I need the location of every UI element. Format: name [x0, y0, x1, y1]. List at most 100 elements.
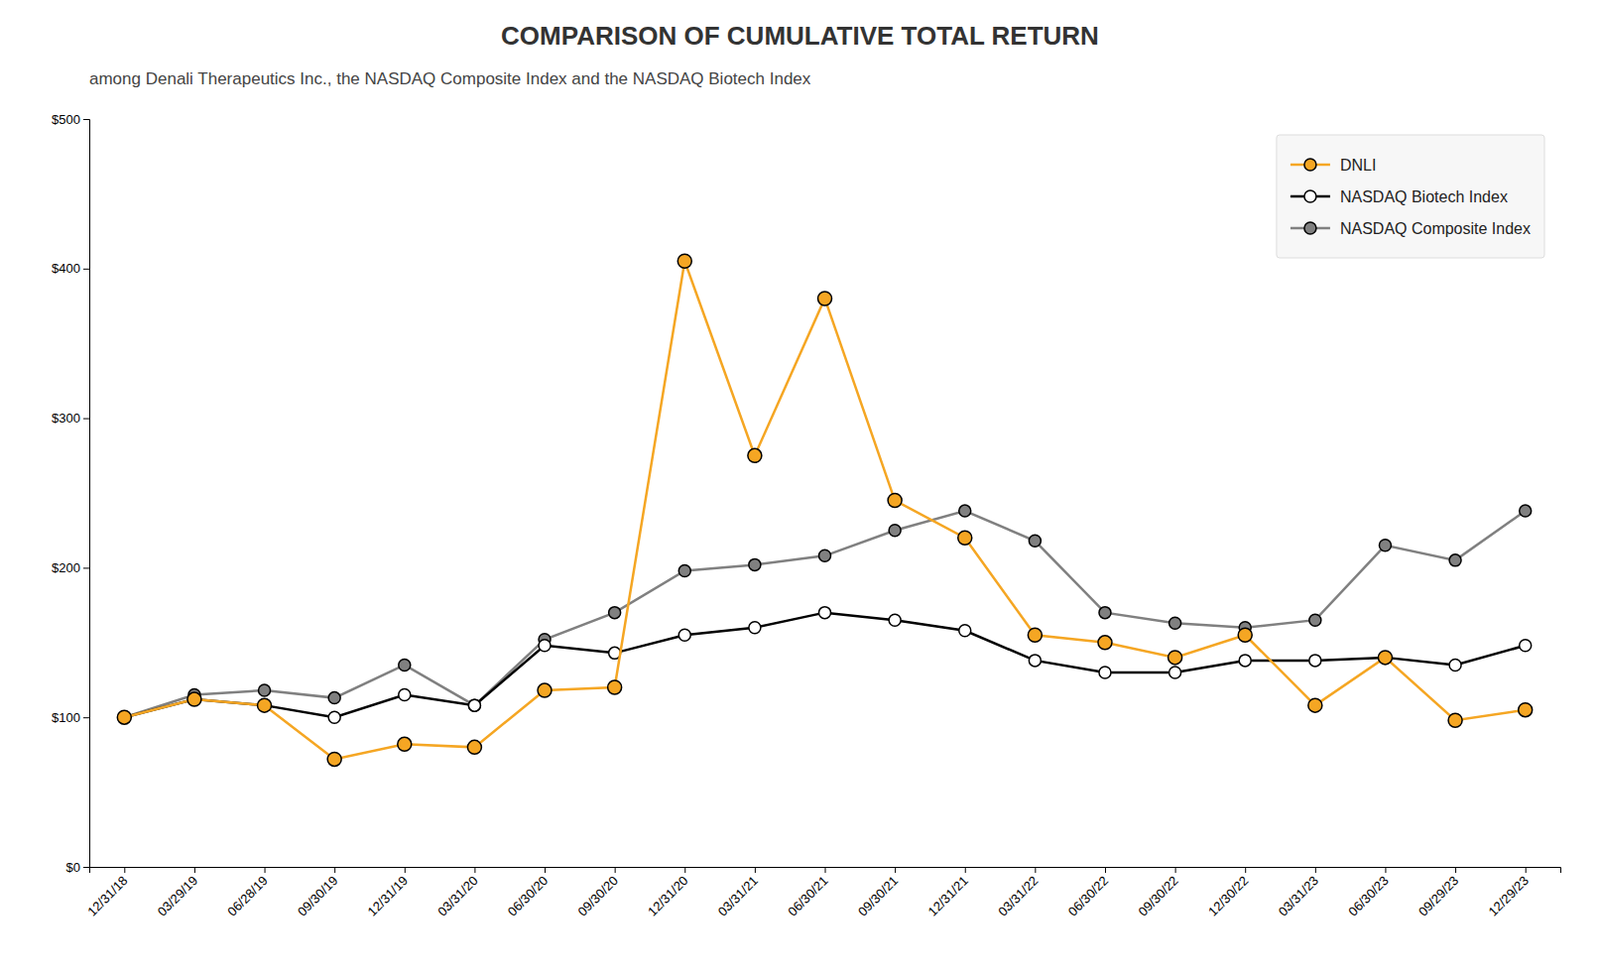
x-axis-line	[90, 867, 1562, 874]
point	[819, 549, 832, 562]
point	[959, 624, 972, 637]
x-tick-label: 09/29/23	[1415, 872, 1462, 919]
point	[537, 683, 552, 698]
x-tick-label: 12/29/23	[1485, 872, 1532, 919]
legend-marker	[1304, 222, 1317, 235]
x-tick-mark	[544, 866, 546, 873]
series-line	[123, 260, 1525, 759]
x-tick: 09/30/21	[855, 866, 901, 920]
point	[1308, 698, 1323, 713]
plot: $0$100$200$300$400$50012/31/1803/29/1906…	[51, 112, 1561, 920]
point	[1028, 534, 1041, 547]
point	[677, 253, 692, 268]
y-tick-label: $300	[51, 410, 81, 426]
x-tick: 09/29/23	[1415, 866, 1462, 920]
legend-marker	[1304, 158, 1317, 171]
legend-item: NASDAQ Composite Index	[1290, 220, 1531, 238]
point	[1378, 651, 1391, 664]
point	[1028, 654, 1041, 667]
y-tick-mark	[83, 717, 90, 719]
x-tick: 12/30/22	[1205, 866, 1251, 920]
x-tick-mark	[1384, 866, 1386, 873]
y-tick: $400	[51, 260, 90, 276]
x-tick-label: 06/30/21	[784, 872, 831, 919]
y-tick: $100	[51, 710, 90, 726]
x-tick-mark	[1315, 866, 1317, 873]
y-tick-label: $200	[51, 560, 81, 576]
point	[819, 607, 832, 619]
x-tick-mark	[1525, 866, 1527, 873]
point	[538, 639, 551, 652]
point	[1378, 539, 1391, 552]
x-tick: 06/30/20	[504, 866, 551, 920]
legend-item: NASDAQ Biotech Index	[1290, 188, 1508, 206]
x-tick: 09/30/19	[294, 866, 341, 920]
series-line	[123, 613, 1525, 719]
point	[328, 711, 341, 724]
x-tick: 06/30/22	[1065, 866, 1111, 920]
point	[748, 558, 761, 571]
x-tick-mark	[965, 866, 967, 873]
x-tick-mark	[894, 866, 896, 873]
point	[117, 710, 131, 725]
title: COMPARISON OF CUMULATIVE TOTAL RETURN	[500, 20, 1100, 51]
x-tick-label: 03/31/21	[715, 872, 761, 919]
point	[1238, 654, 1251, 667]
point	[1519, 639, 1532, 652]
x-tick-label: 09/30/21	[855, 872, 901, 919]
x-tick-label: 03/31/22	[994, 872, 1041, 919]
point	[678, 628, 691, 641]
point	[397, 737, 412, 751]
x-tick-label: 06/30/22	[1065, 872, 1111, 919]
point	[959, 504, 972, 517]
marks	[117, 253, 1532, 766]
y-tick-mark	[83, 418, 90, 420]
point	[1377, 650, 1392, 665]
x-tick-mark	[1034, 866, 1036, 873]
point	[748, 621, 761, 634]
point	[678, 564, 691, 577]
x-tick-mark	[194, 866, 196, 873]
x-tick-label: 09/30/19	[294, 872, 341, 919]
x-tick: 03/31/20	[434, 866, 481, 920]
x-axis: 12/31/1803/29/1906/28/1909/30/1912/31/19…	[84, 866, 1561, 920]
point	[468, 699, 481, 712]
y-tick-mark	[83, 567, 90, 569]
point	[258, 699, 271, 712]
x-tick: 03/31/23	[1275, 866, 1322, 920]
legend-label: NASDAQ Composite Index	[1340, 220, 1531, 238]
x-tick-label: 03/31/20	[434, 872, 481, 919]
x-tick: 12/29/23	[1485, 866, 1532, 920]
y-tick: $0	[66, 860, 90, 875]
x-tick-mark	[1455, 866, 1457, 873]
point	[1098, 635, 1112, 650]
x-tick-mark	[474, 866, 476, 873]
point	[1027, 627, 1042, 642]
point	[1099, 666, 1111, 679]
x-tick-mark	[825, 866, 827, 873]
series	[118, 504, 1531, 724]
point	[398, 689, 411, 702]
point	[1519, 504, 1532, 517]
x-tick: 12/31/20	[644, 866, 691, 920]
y-tick: $500	[51, 112, 90, 127]
point	[1309, 654, 1322, 667]
point	[258, 684, 271, 697]
y-tick-mark	[83, 866, 90, 868]
x-tick: 09/30/20	[574, 866, 620, 920]
x-tick-label: 03/31/23	[1275, 872, 1322, 919]
x-tick-label: 12/31/19	[365, 872, 411, 919]
x-tick-label: 06/30/20	[504, 872, 551, 919]
subtitle: among Denali Therapeutics Inc., the NASD…	[89, 69, 812, 89]
point	[1237, 627, 1252, 642]
point	[888, 614, 901, 626]
point	[1099, 607, 1111, 619]
series	[118, 607, 1531, 725]
legend-box	[1276, 134, 1545, 258]
y-tick: $300	[51, 410, 90, 426]
chart: COMPARISON OF CUMULATIVE TOTAL RETURN amo…	[0, 0, 1600, 976]
y-axis-line	[83, 120, 91, 868]
x-tick-label: 12/31/18	[84, 872, 130, 919]
point	[1168, 650, 1183, 665]
legend: DNLINASDAQ Biotech IndexNASDAQ Composite…	[1276, 134, 1545, 258]
